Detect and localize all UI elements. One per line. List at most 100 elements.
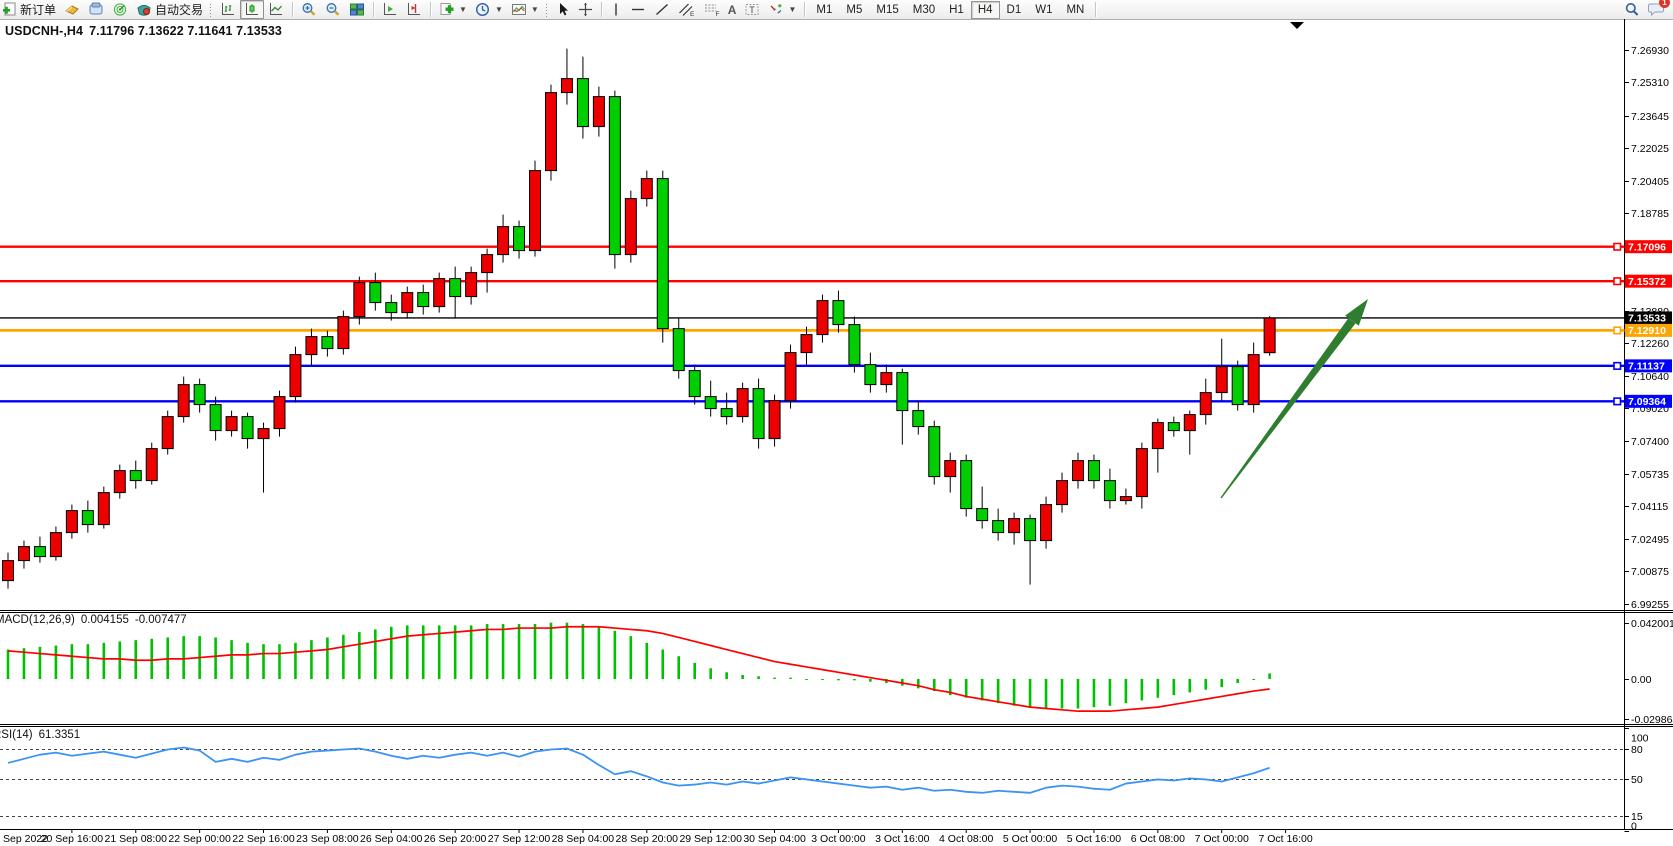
text-label-button[interactable]: T [740,0,764,19]
toolbar-separator [373,2,375,17]
arrows-icon [771,4,782,14]
svg-text:7.02495: 7.02495 [1631,534,1669,546]
svg-text:20 Sep 16:00: 20 Sep 16:00 [41,833,104,845]
svg-text:4 Oct 08:00: 4 Oct 08:00 [939,833,993,845]
vertical-line-button[interactable] [606,0,626,19]
autotrading-button[interactable]: 自动交易 [132,0,207,19]
chart-shift-button[interactable] [402,0,426,19]
svg-text:7.13533: 7.13533 [1628,313,1666,325]
tile-windows-button[interactable] [345,0,369,19]
indicators-button[interactable]: ▼ [435,0,471,19]
indicators-icon [440,3,454,15]
templates-icon [511,4,526,15]
svg-text:26 Sep 20:00: 26 Sep 20:00 [424,833,487,845]
candlestick-chart-button[interactable] [240,0,265,19]
notification-badge: 1 [1659,0,1670,8]
svg-text:Sep 2022: Sep 2022 [3,833,48,845]
periods-icon [475,2,489,17]
svg-text:7.15372: 7.15372 [1628,276,1666,288]
new-order-button[interactable]: 新订单 [0,0,60,19]
svg-text:29 Sep 12:00: 29 Sep 12:00 [679,833,742,845]
toolbar-separator [1095,2,1097,17]
svg-text:23 Sep 08:00: 23 Sep 08:00 [296,833,359,845]
horizontal-line-button[interactable] [626,0,650,19]
text-button[interactable]: A [724,0,741,19]
svg-text:100: 100 [1631,733,1649,745]
strategy-tester-icon [113,3,127,16]
auto-scroll-icon [384,3,397,15]
svg-text:7.00875: 7.00875 [1631,566,1669,578]
svg-text:T: T [750,5,756,15]
svg-text:0.042001: 0.042001 [1631,618,1673,630]
svg-text:7 Oct 16:00: 7 Oct 16:00 [1258,833,1312,845]
templates-button[interactable]: ▼ [507,0,543,19]
dropdown-caret-icon: ▼ [459,5,467,14]
fibonacci-icon: F [704,4,719,17]
cursor-button[interactable] [552,0,574,19]
svg-text:7.11137: 7.11137 [1628,361,1665,373]
search-icon [1625,3,1639,16]
svg-text:22 Sep 00:00: 22 Sep 00:00 [168,833,231,845]
timeframe-m15-button[interactable]: M15 [876,3,899,16]
text-label-icon: T [745,4,759,15]
svg-text:80: 80 [1631,744,1643,756]
svg-text:6 Oct 08:00: 6 Oct 08:00 [1131,833,1185,845]
timeframe-m1-button[interactable]: M1 [816,3,833,16]
strategy-tester-button[interactable] [108,0,132,19]
equidistant-channel-button[interactable]: E [674,0,699,19]
text-icon: A [727,2,737,17]
auto-scroll-button[interactable] [378,0,402,19]
panel-frame [0,19,1673,830]
toolbar-separator [600,2,602,17]
svg-text:0.00: 0.00 [1631,674,1652,686]
search-button[interactable] [1620,0,1644,19]
timeframe-d1-button[interactable]: D1 [1006,3,1022,16]
market-watch-button[interactable] [60,0,84,19]
autotrading-icon [137,5,151,16]
svg-text:7.07400: 7.07400 [1631,436,1669,448]
trendline-icon [655,3,668,16]
notifications-button[interactable]: 1 [1648,0,1670,19]
dropdown-caret-icon: ▼ [530,5,539,14]
chart-shift-marker [1290,22,1304,29]
zoom-out-button[interactable] [321,0,345,19]
equidistant-channel-icon: E [678,3,695,17]
timeframe-mn-button[interactable]: MN [1066,3,1085,16]
data-window-button[interactable] [84,0,108,19]
price-chart[interactable]: 7.26930 7.25310 7.23645 7.22025 7.20405 7.187… [0,19,1673,846]
svg-text:28 Sep 20:00: 28 Sep 20:00 [616,833,679,845]
macd-panel: 0.042001 0.00 -0.029864 [6,618,1673,726]
periods-button[interactable]: ▼ [471,0,507,19]
zoom-in-button[interactable] [297,0,321,19]
line-chart-button[interactable] [264,0,288,19]
svg-text:7.05735: 7.05735 [1631,469,1669,481]
timeframe-w1-button[interactable]: W1 [1035,3,1053,16]
arrows-button[interactable]: ▼ [764,0,800,19]
bar-chart-button[interactable] [216,0,240,19]
vertical-line-icon [615,3,617,16]
timeframe-m5-button[interactable]: M5 [846,3,863,16]
toolbar-grip[interactable] [208,2,214,17]
crosshair-button[interactable] [574,0,597,19]
timeframe-h1-button[interactable]: H1 [949,3,964,16]
svg-text:3 Oct 16:00: 3 Oct 16:00 [875,833,929,845]
svg-text:7.20405: 7.20405 [1631,176,1669,188]
toolbar-grip[interactable] [543,2,549,17]
timeframe-h4-button[interactable]: H4 [970,0,1000,19]
trendline-button[interactable] [650,0,674,19]
svg-text:7.12260: 7.12260 [1631,338,1669,350]
svg-text:-0.029864: -0.029864 [1631,714,1673,726]
svg-text:7.17096: 7.17096 [1628,241,1666,253]
svg-text:7.26930: 7.26930 [1631,45,1669,57]
toolbar-separator [292,2,294,17]
timeframe-m30-button[interactable]: M30 [912,3,936,16]
svg-text:F: F [715,11,719,17]
fibonacci-button[interactable]: F [699,0,724,19]
toolbar-separator [804,2,806,17]
svg-text:7.09364: 7.09364 [1628,396,1666,408]
zoom-out-icon [326,3,340,16]
svg-text:7.12910: 7.12910 [1628,325,1666,337]
